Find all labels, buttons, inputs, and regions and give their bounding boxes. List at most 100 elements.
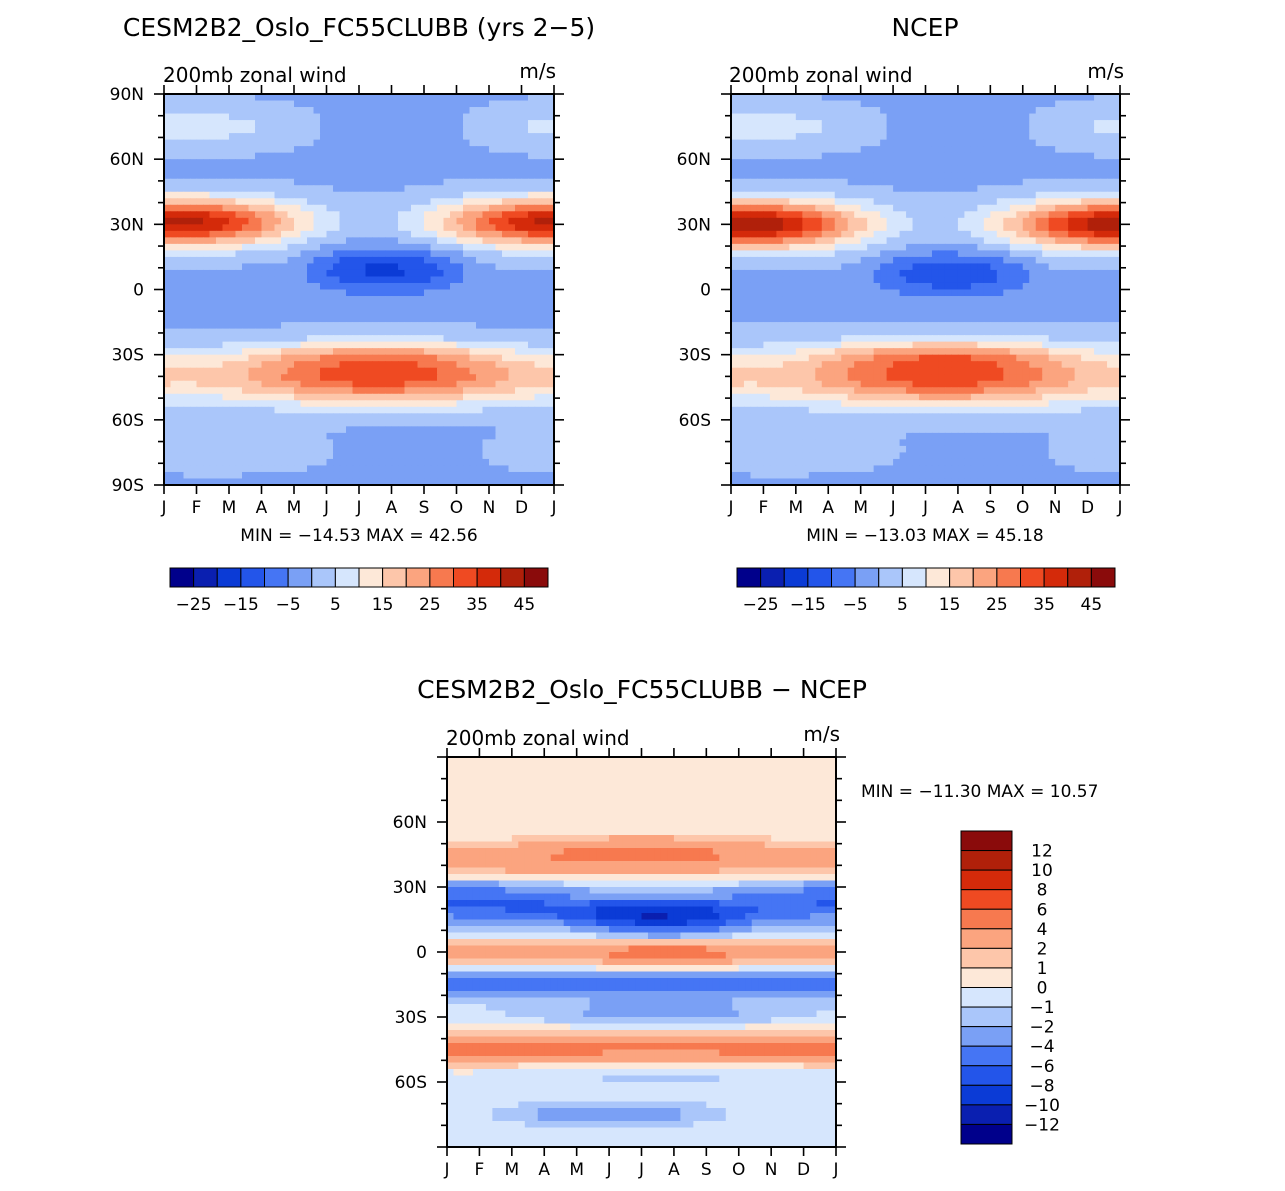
field-cell [164, 191, 172, 199]
field-cell [216, 419, 224, 427]
field-cell [769, 152, 777, 160]
field-cell [828, 165, 836, 173]
field-cell [248, 452, 256, 460]
field-cell [365, 243, 373, 251]
field-cell [424, 256, 432, 265]
field-cell [841, 152, 849, 160]
field-cell [763, 126, 771, 134]
field-cell [437, 269, 445, 278]
field-cell [326, 328, 334, 336]
field-cell [430, 348, 438, 356]
field-cell [482, 380, 490, 388]
field-cell [216, 230, 224, 238]
field-cell [242, 400, 250, 408]
field-cell [268, 120, 276, 128]
field-cell [424, 172, 432, 180]
field-cell [164, 94, 172, 102]
field-cell [990, 152, 998, 160]
field-cell [828, 198, 836, 206]
field-cell [880, 217, 888, 225]
field-cell [417, 211, 425, 219]
field-cell [196, 217, 204, 225]
field-cell [489, 426, 497, 434]
field-cell [281, 217, 289, 225]
field-cell [482, 419, 490, 427]
field-cell [352, 133, 360, 141]
field-cell [938, 224, 946, 232]
field-cell [372, 256, 380, 265]
field-cell [886, 198, 894, 206]
field-cell [1003, 107, 1011, 115]
field-cell [385, 204, 393, 212]
field-cell [450, 159, 458, 167]
field-cell [170, 374, 178, 382]
field-cell [893, 185, 901, 193]
field-cell [1003, 126, 1011, 134]
field-cell [463, 348, 471, 356]
field-cell [320, 413, 328, 421]
field-cell [300, 282, 308, 291]
field-cell [1003, 133, 1011, 141]
field-cell [1029, 198, 1037, 206]
field-cell [177, 152, 185, 160]
field-cell [268, 465, 276, 473]
field-cell [170, 348, 178, 356]
field-cell [229, 465, 237, 473]
field-cell [424, 471, 432, 480]
field-cell [931, 165, 940, 173]
field-cell [365, 413, 373, 421]
field-cell [287, 113, 295, 121]
field-cell [287, 315, 295, 323]
field-cell [919, 178, 927, 186]
field-cell [1055, 204, 1063, 212]
field-cell [528, 309, 536, 317]
field-cell [385, 458, 393, 467]
field-cell [808, 152, 816, 160]
field-cell [731, 217, 739, 225]
field-cell [886, 165, 894, 173]
y-tick-label: 30S [112, 346, 144, 366]
field-cell [1029, 204, 1037, 212]
field-cell [476, 426, 484, 434]
field-cell [242, 107, 250, 115]
field-cell [404, 400, 412, 408]
field-cell [203, 211, 211, 219]
field-cell [209, 250, 217, 258]
field-cell [977, 94, 985, 102]
field-cell [209, 159, 217, 167]
field-cell [183, 120, 191, 128]
field-cell [242, 230, 250, 238]
field-cell [508, 341, 516, 349]
field-cell [534, 133, 542, 141]
field-cell [476, 120, 484, 128]
field-cell [281, 289, 289, 297]
field-cell [547, 282, 554, 291]
field-cell [411, 185, 419, 193]
field-cell [287, 256, 295, 265]
field-cell [906, 211, 914, 219]
field-cell [886, 191, 894, 199]
field-cell [320, 400, 328, 408]
field-cell [307, 335, 315, 343]
field-cell [222, 426, 230, 434]
field-cell [482, 191, 490, 199]
field-cell [300, 243, 308, 251]
field-cell [1061, 133, 1069, 141]
field-cell [216, 296, 224, 304]
field-cell [763, 107, 771, 115]
field-cell [951, 107, 959, 115]
field-cell [372, 178, 380, 186]
field-cell [964, 133, 972, 141]
field-cell [190, 185, 198, 193]
field-cell [398, 178, 406, 186]
field-cell [515, 335, 523, 343]
field-cell [372, 393, 380, 401]
field-cell [873, 217, 881, 225]
field-cell [287, 406, 295, 414]
field-cell [248, 165, 256, 173]
field-cell [1074, 113, 1082, 121]
field-cell [463, 380, 471, 388]
field-cell [372, 146, 380, 154]
field-cell [731, 224, 739, 232]
field-cell [430, 458, 438, 467]
